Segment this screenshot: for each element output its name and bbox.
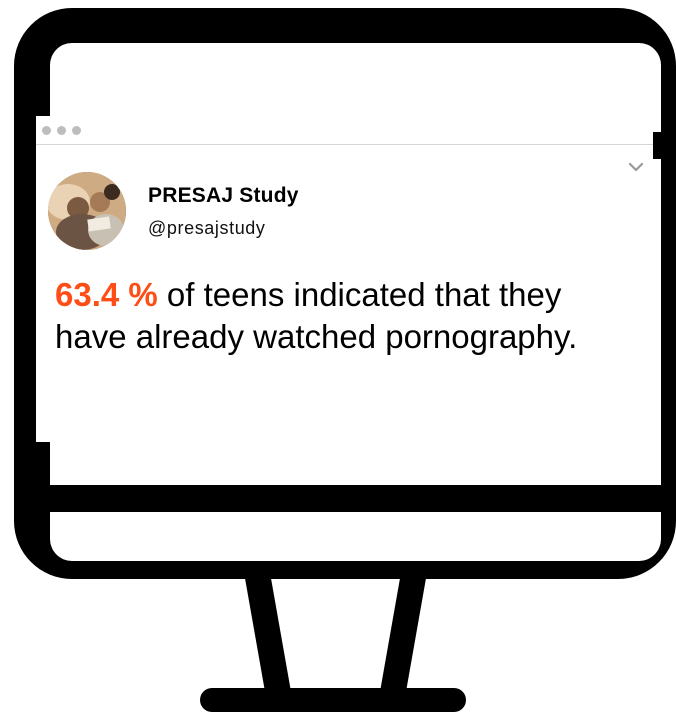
window-divider — [36, 144, 653, 145]
chevron-down-icon[interactable] — [629, 160, 643, 174]
window-dot-icon[interactable] — [42, 126, 51, 135]
tweet-card: PRESAJ Study @presajstudy 63.4 % of teen… — [36, 116, 653, 442]
tweet-highlight-stat: 63.4 % — [55, 276, 158, 313]
monitor-stand-base — [200, 688, 466, 712]
tweet-text: 63.4 % of teens indicated that they have… — [55, 274, 615, 358]
tweet-body: of teens indicated that they have alread… — [55, 276, 578, 355]
author-name[interactable]: PRESAJ Study — [148, 184, 299, 207]
monitor-stand-leg-right — [380, 579, 426, 691]
monitor-stand-leg-left — [245, 579, 291, 691]
screen-bottom-band — [50, 485, 661, 512]
window-dot-icon[interactable] — [57, 126, 66, 135]
window-controls — [42, 126, 81, 135]
author-handle[interactable]: @presajstudy — [148, 218, 266, 238]
avatar[interactable] — [48, 172, 126, 250]
window-dot-icon[interactable] — [72, 126, 81, 135]
